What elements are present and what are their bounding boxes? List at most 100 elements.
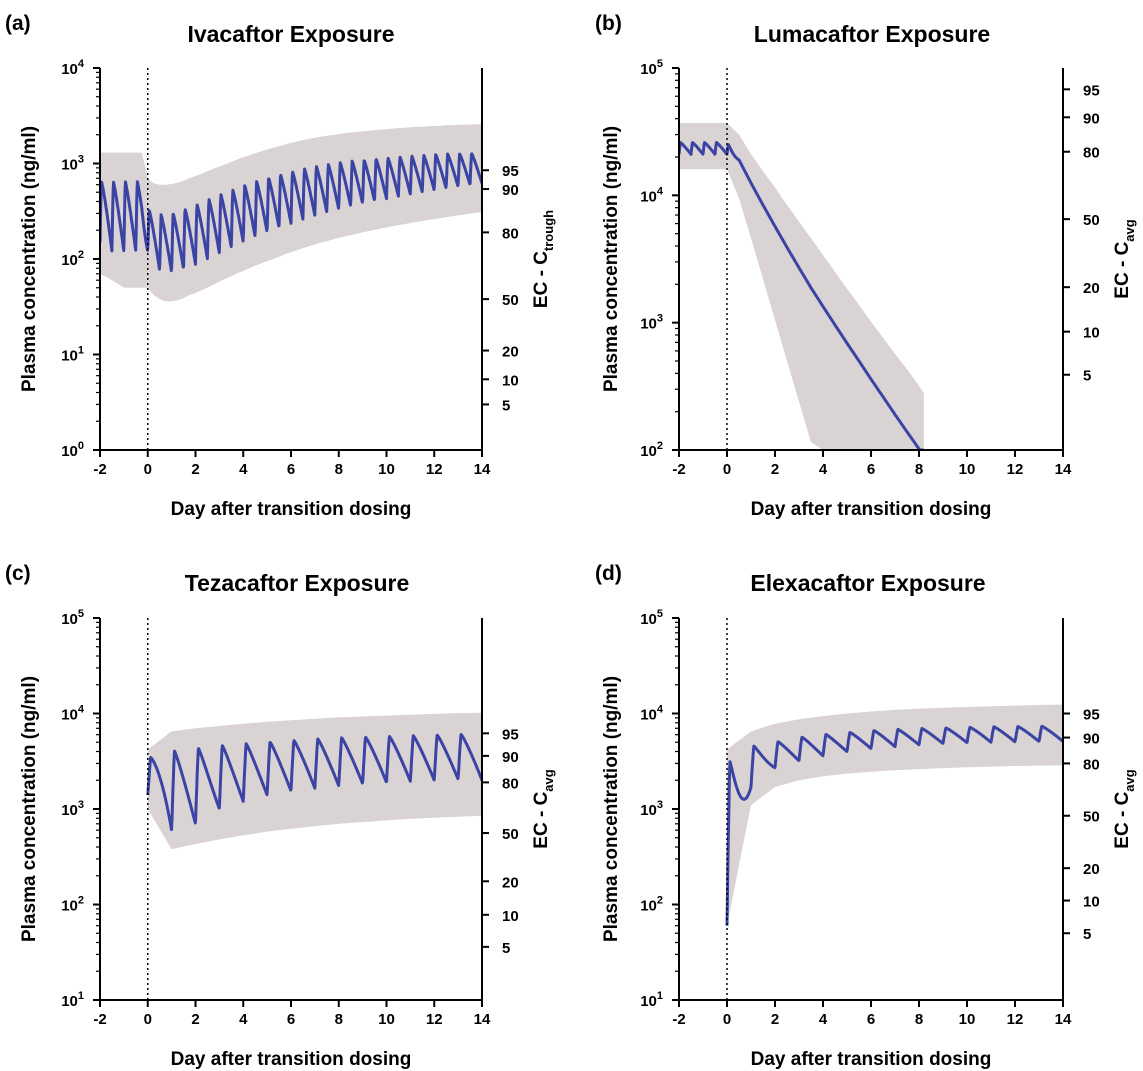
x-tick-label: 4 — [819, 1011, 828, 1028]
y-axis-title: Plasma concentration (ng/ml) — [19, 126, 40, 392]
chart-title: Tezacaftor Exposure — [185, 570, 410, 596]
x-tick-label: 2 — [771, 461, 779, 478]
y2-tick-label: 90 — [1083, 731, 1100, 748]
x-tick-label: -2 — [93, 461, 106, 478]
chart-panel-a: -2 0 2 4 6 8 10 12 14 100 101 102 103 104 95 90 80 50 20 10… — [5, 12, 556, 520]
y2-tick-label: 50 — [1083, 809, 1100, 826]
y-tick-label: 103 — [61, 154, 84, 174]
y2-tick-label: 80 — [502, 775, 519, 792]
y2-axis-title: EC - Cavg — [531, 769, 556, 848]
x-axis-title: Day after transition dosing — [171, 1049, 412, 1070]
y-tick-label: 105 — [640, 58, 663, 78]
y-tick-label: 102 — [640, 895, 663, 915]
x-tick-label: 14 — [474, 461, 491, 478]
y-tick-label: 102 — [640, 440, 663, 460]
y2-tick-label: 20 — [502, 874, 519, 891]
y2-tick-label: 80 — [1083, 756, 1100, 773]
x-tick-label: 6 — [867, 1011, 875, 1028]
chart-title: Ivacaftor Exposure — [187, 21, 394, 47]
y-axis-title: Plasma concentration (ng/ml) — [601, 676, 622, 942]
y2-tick-label: 20 — [1083, 280, 1100, 297]
x-tick-label: 6 — [287, 461, 295, 478]
y2-tick-label: 5 — [1083, 368, 1091, 385]
y-tick-label: 100 — [61, 440, 84, 460]
x-tick-label: 12 — [1007, 1011, 1024, 1028]
x-tick-label: 10 — [959, 1011, 976, 1028]
y2-axis-title: EC - Cavg — [1112, 219, 1137, 298]
panel-label: (d) — [595, 562, 622, 585]
y2-tick-label: 90 — [502, 749, 519, 766]
x-axis-title: Day after transition dosing — [751, 499, 992, 520]
chart-panel-b: -2 0 2 4 6 8 10 12 141021031041059590805020105Lu… — [595, 12, 1137, 520]
x-tick-label: 2 — [771, 1011, 779, 1028]
y-tick-label: 104 — [640, 185, 664, 205]
concentration-line — [146, 733, 482, 832]
x-tick-label: 4 — [239, 461, 248, 478]
y2-axis-title: EC - Cavg — [1112, 769, 1137, 848]
x-tick-label: 2 — [191, 461, 199, 478]
x-tick-label: 8 — [915, 1011, 923, 1028]
y2-tick-label: 5 — [1083, 926, 1091, 943]
x-tick-label: 12 — [426, 1011, 443, 1028]
x-tick-label: 10 — [959, 461, 976, 478]
y-tick-label: 104 — [640, 704, 664, 724]
y2-tick-label: 5 — [502, 397, 510, 414]
y-tick-label: 102 — [61, 249, 84, 269]
y-tick-label: 101 — [61, 990, 84, 1010]
y-tick-label: 105 — [61, 608, 84, 628]
y2-tick-label: 95 — [1083, 707, 1100, 724]
x-tick-label: 4 — [819, 461, 828, 478]
y2-tick-label: 90 — [1083, 110, 1100, 127]
x-tick-label: -2 — [672, 1011, 685, 1028]
y2-axis-title: EC - Ctrough — [531, 210, 556, 308]
x-axis-title: Day after transition dosing — [171, 499, 412, 520]
y2-tick-label: 10 — [502, 908, 519, 925]
y2-tick-label: 10 — [1083, 325, 1100, 342]
y2-tick-label: 50 — [502, 292, 519, 309]
panel-label: (c) — [5, 562, 31, 585]
y-tick-label: 103 — [61, 799, 84, 819]
x-tick-label: 10 — [378, 461, 395, 478]
x-tick-label: 6 — [867, 461, 875, 478]
y2-tick-label: 20 — [502, 344, 519, 361]
y2-tick-label: 10 — [502, 372, 519, 389]
y-axis-title: Plasma concentration (ng/ml) — [19, 676, 40, 942]
chart-panel-d: -2 0 2 4 6 8 10 12 14101102103104105959080502010… — [595, 562, 1137, 1070]
y2-tick-label: 95 — [1083, 82, 1100, 99]
x-tick-label: 6 — [287, 1011, 295, 1028]
x-tick-label: 0 — [723, 461, 731, 478]
x-tick-label: 0 — [144, 461, 152, 478]
y-tick-label: 105 — [640, 608, 663, 628]
y-axis-title: Plasma concentration (ng/ml) — [601, 126, 622, 392]
y2-tick-label: 95 — [502, 726, 519, 743]
x-axis-title: Day after transition dosing — [751, 1049, 992, 1070]
y-tick-label: 104 — [61, 58, 85, 78]
y-tick-label: 103 — [640, 799, 663, 819]
x-tick-label: 8 — [335, 1011, 343, 1028]
y2-tick-label: 5 — [502, 940, 510, 957]
y2-tick-label: 20 — [1083, 861, 1100, 878]
x-tick-label: 12 — [1007, 461, 1024, 478]
concentration-line — [725, 724, 1063, 926]
chart-panel-c: -2 0 2 4 6 8 10 12 14101102103104105959080502010… — [5, 562, 556, 1070]
chart-title: Elexacaftor Exposure — [750, 570, 985, 596]
concentration-line — [100, 152, 482, 273]
y2-tick-label: 10 — [1083, 894, 1100, 911]
y2-tick-label: 50 — [502, 826, 519, 843]
x-tick-label: 10 — [378, 1011, 395, 1028]
confidence-band — [727, 704, 1063, 926]
panel-label: (a) — [5, 12, 31, 35]
chart-title: Lumacaftor Exposure — [754, 21, 990, 47]
y-tick-label: 103 — [640, 313, 663, 333]
x-tick-label: 14 — [1055, 461, 1072, 478]
panel-label: (b) — [595, 12, 622, 35]
x-tick-label: 12 — [426, 461, 443, 478]
x-tick-label: 8 — [915, 461, 923, 478]
x-tick-label: 4 — [239, 1011, 248, 1028]
y-tick-label: 102 — [61, 895, 84, 915]
y-tick-label: 101 — [640, 990, 663, 1010]
x-tick-label: 14 — [474, 1011, 491, 1028]
y2-tick-label: 80 — [1083, 145, 1100, 162]
y2-tick-label: 80 — [502, 225, 519, 242]
y-tick-label: 101 — [61, 345, 84, 365]
